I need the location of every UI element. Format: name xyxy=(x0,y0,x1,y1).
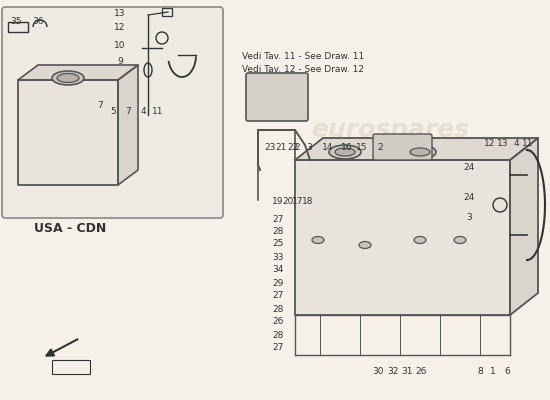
Text: 27: 27 xyxy=(272,344,284,352)
Text: Vedi Tav. 11 - See Draw. 11: Vedi Tav. 11 - See Draw. 11 xyxy=(242,52,364,61)
Text: 16: 16 xyxy=(341,144,353,152)
Text: 8: 8 xyxy=(477,368,483,376)
Ellipse shape xyxy=(359,242,371,248)
Text: 29: 29 xyxy=(272,278,284,288)
Ellipse shape xyxy=(454,236,466,244)
Ellipse shape xyxy=(335,148,355,156)
Text: 2: 2 xyxy=(377,144,383,152)
Polygon shape xyxy=(295,138,538,160)
Text: 13: 13 xyxy=(114,10,126,18)
Ellipse shape xyxy=(410,148,430,156)
Bar xyxy=(52,360,90,374)
Text: 7: 7 xyxy=(125,108,131,116)
Text: 15: 15 xyxy=(356,144,368,152)
Text: 10: 10 xyxy=(114,40,126,50)
Text: 26: 26 xyxy=(415,368,427,376)
Text: 1: 1 xyxy=(490,368,496,376)
Text: 5: 5 xyxy=(110,108,116,116)
Text: 24: 24 xyxy=(463,194,475,202)
Text: 26: 26 xyxy=(272,318,284,326)
Text: 28: 28 xyxy=(272,330,284,340)
FancyBboxPatch shape xyxy=(246,73,308,121)
Polygon shape xyxy=(18,80,118,185)
Ellipse shape xyxy=(57,74,79,82)
Bar xyxy=(8,22,28,32)
Text: 3: 3 xyxy=(466,214,472,222)
Text: eurospares: eurospares xyxy=(311,118,469,142)
Text: 4: 4 xyxy=(513,138,519,148)
Text: 7: 7 xyxy=(97,100,103,110)
Text: 28: 28 xyxy=(272,304,284,314)
Text: eurospares: eurospares xyxy=(311,268,469,292)
Text: 12: 12 xyxy=(485,138,496,148)
Text: 9: 9 xyxy=(117,58,123,66)
Ellipse shape xyxy=(52,71,84,85)
Text: 11: 11 xyxy=(152,108,164,116)
Polygon shape xyxy=(118,65,138,185)
Text: 27: 27 xyxy=(272,216,284,224)
Text: 14: 14 xyxy=(322,144,334,152)
Text: eurospares: eurospares xyxy=(61,188,219,212)
Text: 32: 32 xyxy=(387,368,399,376)
Text: 3: 3 xyxy=(306,144,312,152)
Text: 13: 13 xyxy=(497,138,509,148)
Text: 35: 35 xyxy=(10,18,22,26)
Text: 36: 36 xyxy=(32,18,44,26)
Text: 2: 2 xyxy=(294,144,300,152)
Text: 28: 28 xyxy=(272,228,284,236)
Ellipse shape xyxy=(404,145,436,159)
Text: 11: 11 xyxy=(522,138,534,148)
Text: 33: 33 xyxy=(272,252,284,262)
Text: 27: 27 xyxy=(272,292,284,300)
Polygon shape xyxy=(18,65,138,80)
Ellipse shape xyxy=(312,236,324,244)
Text: 18: 18 xyxy=(302,198,313,206)
FancyBboxPatch shape xyxy=(2,7,223,218)
Text: 31: 31 xyxy=(402,368,412,376)
Text: USA - CDN: USA - CDN xyxy=(34,222,106,235)
Ellipse shape xyxy=(329,145,361,159)
Bar xyxy=(162,8,172,16)
Text: 25: 25 xyxy=(272,240,284,248)
Polygon shape xyxy=(295,160,510,315)
Text: 23: 23 xyxy=(265,144,276,152)
Text: 12: 12 xyxy=(114,24,126,32)
Text: 30: 30 xyxy=(372,368,384,376)
Text: 6: 6 xyxy=(504,368,510,376)
Text: 24: 24 xyxy=(463,164,475,172)
Text: 20: 20 xyxy=(282,198,294,206)
Text: 19: 19 xyxy=(272,198,284,206)
FancyBboxPatch shape xyxy=(373,134,432,160)
Text: 21: 21 xyxy=(276,144,287,152)
Polygon shape xyxy=(510,138,538,315)
Text: 34: 34 xyxy=(272,266,284,274)
Text: 4: 4 xyxy=(140,108,146,116)
Text: 22: 22 xyxy=(287,144,299,152)
Text: 17: 17 xyxy=(292,198,304,206)
Ellipse shape xyxy=(414,236,426,244)
Text: Vedi Tav. 12 - See Draw. 12: Vedi Tav. 12 - See Draw. 12 xyxy=(242,65,364,74)
